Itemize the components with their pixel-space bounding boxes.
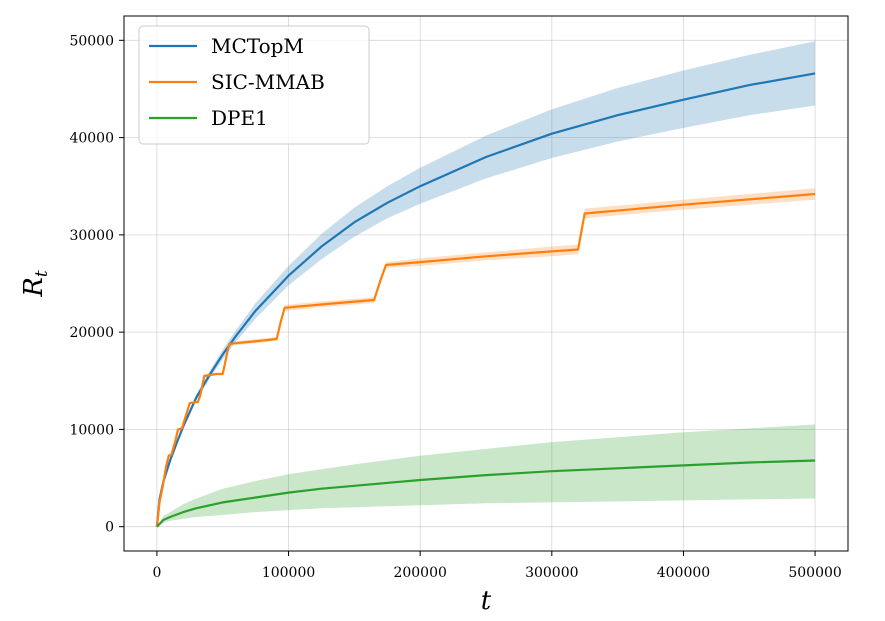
plot-area-frame	[123, 15, 849, 552]
sic-mmab-line	[155, 192, 816, 527]
dpe1-line	[156, 459, 816, 528]
y-axis-label-main: R	[19, 277, 49, 298]
y-axis-label-subscript: t	[32, 270, 52, 277]
y-tick-label: 30000	[69, 228, 114, 244]
x-tick-label: 200000	[393, 565, 446, 581]
x-axis-label: t	[481, 586, 492, 616]
x-tick-label: 500000	[788, 565, 841, 581]
legend: MCTopM SIC-MMAB DPE1	[138, 25, 370, 145]
x-tick-label: 300000	[525, 565, 578, 581]
x-tick-label: 0	[152, 565, 161, 581]
y-tick-label: 10000	[69, 422, 114, 438]
y-axis-label-text: Rt	[19, 270, 52, 298]
mctopm-line	[155, 72, 816, 527]
axis-ticks: 0 100000 200000 300000 400000 500000 0 10000 200…	[69, 33, 841, 581]
y-tick-label: 20000	[69, 325, 114, 341]
mctopm-confidence-band	[156, 41, 816, 527]
y-axis-label: Rt	[19, 270, 52, 298]
legend-box	[138, 25, 370, 145]
y-tick-label: 40000	[69, 131, 114, 147]
series-lines	[155, 72, 816, 528]
legend-label-dpe1: DPE1	[211, 106, 268, 130]
y-tick-label: 50000	[69, 33, 114, 49]
legend-label-mctopm: MCTopM	[211, 34, 304, 58]
y-tick-label: 0	[105, 520, 114, 536]
legend-label-sic-mmab: SIC-MMAB	[211, 70, 325, 94]
x-tick-label: 400000	[657, 565, 710, 581]
x-tick-label: 100000	[262, 565, 315, 581]
